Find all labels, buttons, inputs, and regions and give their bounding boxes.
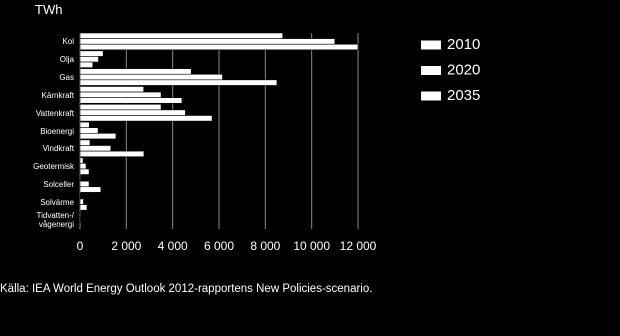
- category-label: Solvärme: [40, 197, 74, 207]
- bar: [79, 115, 213, 122]
- bar: [79, 186, 102, 193]
- bar: [79, 61, 94, 68]
- bar: [79, 180, 90, 188]
- bar: [79, 73, 223, 81]
- legend-swatch: [421, 66, 441, 75]
- legend-label: 2035: [447, 87, 480, 104]
- bar: [79, 145, 112, 152]
- category-label: Geotermisk: [33, 162, 74, 172]
- bar: [79, 127, 99, 134]
- legend-swatch: [421, 91, 441, 101]
- bar: [79, 103, 162, 111]
- axis-unit: TWh: [35, 2, 63, 17]
- bar: [79, 139, 91, 146]
- bar: [79, 50, 104, 57]
- bar: [79, 175, 81, 182]
- x-tick-label: 4 000: [158, 239, 188, 253]
- bar: [79, 133, 117, 140]
- bar: [79, 150, 145, 158]
- bar: [79, 121, 90, 128]
- x-tick-label: 10 000: [293, 239, 330, 253]
- category-label: Bioenergi: [40, 126, 74, 136]
- bar: [79, 32, 284, 39]
- bar: [79, 168, 90, 175]
- category-label: Vattenkraft: [35, 108, 74, 118]
- category-label: Gas: [59, 73, 74, 83]
- category-label: Tidvatten-/ vågenergi: [36, 211, 75, 230]
- legend-swatch: [421, 40, 441, 50]
- category-label: Solceller: [43, 179, 74, 189]
- bar: [79, 86, 145, 93]
- source-note: Källa: IEA World Energy Outlook 2012-rap…: [0, 283, 373, 295]
- bar: [79, 198, 84, 205]
- bar: [79, 157, 84, 164]
- bar: [79, 97, 183, 104]
- bar: [79, 38, 336, 45]
- x-tick-label: 12 000: [340, 239, 377, 253]
- category-label: Kol: [62, 37, 74, 47]
- bar: [79, 109, 186, 116]
- legend-label: 2010: [447, 36, 480, 53]
- bar: [79, 43, 359, 51]
- x-tick-label: 2 000: [111, 239, 141, 253]
- category-label: Kärnkraft: [41, 90, 74, 100]
- bar: [79, 68, 192, 75]
- bar: [79, 163, 87, 170]
- category-label: Vindkraft: [42, 144, 74, 154]
- bar: [79, 204, 88, 211]
- x-tick-label: 6 000: [204, 239, 234, 253]
- x-tick-label: 0: [77, 239, 84, 253]
- bar: [79, 222, 82, 229]
- bar: [79, 79, 278, 86]
- x-tick-label: 8 000: [250, 239, 280, 253]
- legend-label: 2020: [447, 61, 480, 78]
- bar: [79, 56, 99, 63]
- category-label: Olja: [59, 55, 74, 65]
- bar: [79, 91, 162, 98]
